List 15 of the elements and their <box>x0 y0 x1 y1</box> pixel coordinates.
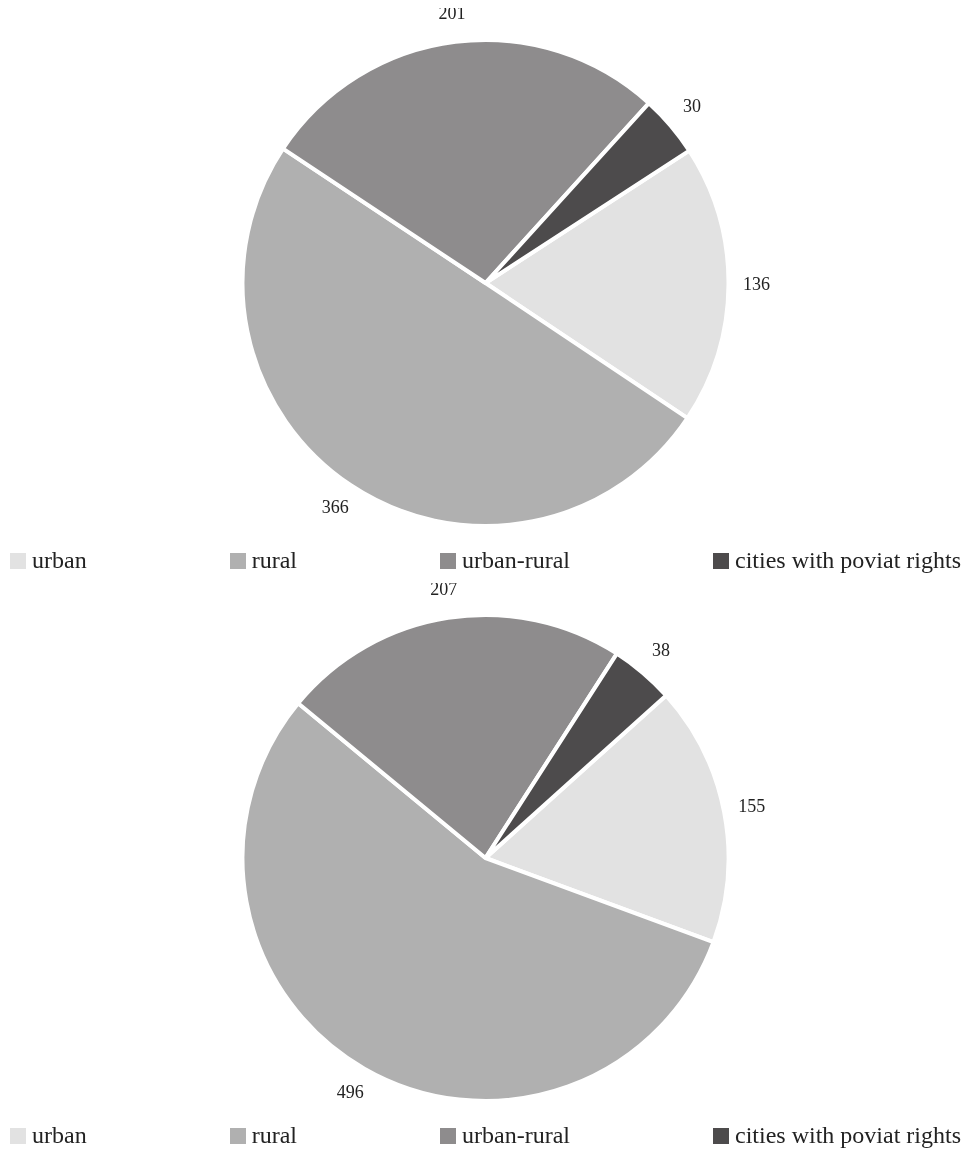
legend-label: urban-rural <box>462 1122 570 1149</box>
legend-label: rural <box>251 547 297 574</box>
legend-label: urban <box>32 1122 87 1149</box>
legend-label: cities with poviat rights <box>735 1122 961 1149</box>
data-label: 30 <box>682 96 701 117</box>
legend-label: cities with poviat rights <box>735 547 961 574</box>
legend-label: rural <box>251 1122 297 1149</box>
data-label: 155 <box>738 795 766 816</box>
legend-label: urban <box>32 547 87 574</box>
data-label: 496 <box>336 1081 364 1102</box>
data-label: 207 <box>430 578 458 599</box>
data-label: 136 <box>742 273 770 294</box>
data-label: 366 <box>321 497 349 518</box>
legend-label: urban-rural <box>462 547 570 574</box>
data-label: 38 <box>652 640 671 661</box>
